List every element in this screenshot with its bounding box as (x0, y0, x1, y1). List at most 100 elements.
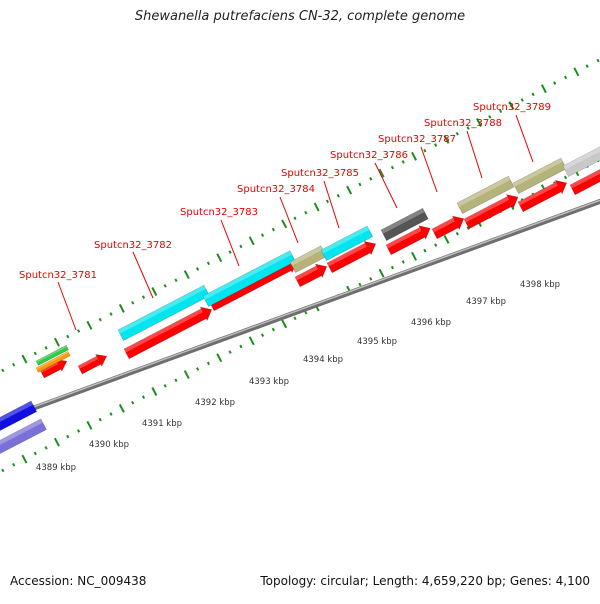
upper-tick-major-tick (248, 236, 255, 246)
upper-tick-minor-tick (531, 92, 535, 97)
lower-tick-minor-tick (239, 344, 243, 349)
upper-tick-minor-tick (260, 233, 265, 237)
feature-green (35, 344, 69, 366)
feature-lightgray (562, 146, 600, 178)
gene-label-6: Sputcn32_3786 (330, 150, 408, 161)
label-leader-9 (515, 114, 534, 163)
label-leader-3 (220, 219, 240, 267)
feature-orange-shade (36, 351, 69, 370)
lower-tick-minor-tick (304, 310, 308, 315)
lower-tick-minor-tick (390, 265, 394, 270)
feature-purple (0, 418, 47, 455)
ruler-label-9: 4397 kbp (466, 297, 506, 307)
upper-tick-minor-tick (206, 261, 211, 266)
feature-green-shade (36, 345, 67, 363)
ruler-label-7: 4395 kbp (357, 337, 397, 347)
lower-tick-minor-tick (12, 462, 16, 467)
genome-backbone (0, 198, 600, 424)
feature-purple-shade (0, 418, 43, 445)
label-leader-7 (420, 146, 438, 193)
upper-tick-major-tick (183, 270, 190, 280)
map-title: Shewanella putrefaciens CN-32, complete … (134, 9, 466, 24)
feature-darkgray (380, 207, 429, 242)
feature-blue (0, 400, 38, 432)
feature-cyan-3 (320, 225, 374, 262)
cds-arrow-7 (385, 225, 431, 256)
upper-tick-minor-tick (369, 177, 373, 181)
lower-tick-minor-tick (174, 378, 178, 383)
ruler-label-2: 4390 kbp (89, 440, 129, 450)
upper-tick-minor-tick (434, 143, 438, 147)
cds-arrow-2-shade (78, 356, 99, 369)
feature-cyan-3-shade (321, 226, 370, 254)
cds-arrow-8 (431, 215, 465, 240)
upper-tick-minor-tick (304, 210, 308, 215)
cds-arrow-5 (294, 263, 328, 288)
gene-label-4: Sputcn32_3784 (237, 184, 315, 195)
upper-tick-major-tick (86, 320, 93, 330)
lower-tick-minor-tick (141, 395, 146, 399)
upper-tick-minor-tick (585, 64, 589, 68)
lower-tick-major-tick (118, 403, 125, 413)
upper-tick-minor-tick (33, 351, 37, 356)
feature-orange (35, 350, 71, 373)
upper-tick-major-tick (346, 185, 353, 195)
cds-arrow-5-shade (295, 265, 319, 281)
upper-tick-minor-tick (239, 244, 243, 249)
label-leader-8 (466, 130, 483, 179)
upper-tick-minor-tick (109, 312, 113, 316)
upper-tick-minor-tick (66, 334, 70, 339)
lower-tick-minor-tick (196, 367, 200, 371)
feature-tracks (0, 146, 600, 455)
lower-tick-minor-tick (131, 400, 135, 405)
lower-tick-minor-tick (369, 277, 373, 281)
lower-tick-major-tick (248, 336, 255, 346)
feature-tan-1-shade (290, 245, 323, 266)
lower-tick-major-tick (281, 319, 288, 329)
upper-tick-minor-tick (401, 160, 405, 164)
lower-tick-minor-tick (163, 384, 167, 388)
feature-tan-2-shade (457, 176, 511, 207)
upper-tick-major-tick (21, 354, 28, 364)
feature-darkgray-shade (381, 208, 425, 234)
feature-cyan-2-shade (203, 250, 292, 300)
upper-tick-minor-tick (499, 109, 503, 114)
upper-tick-minor-tick (520, 98, 524, 102)
upper-tick-minor-tick (336, 193, 340, 198)
upper-tick-minor-tick (1, 368, 5, 373)
label-leaders (57, 114, 534, 331)
feature-tan-2 (456, 175, 515, 215)
lower-tick-minor-tick (466, 226, 470, 230)
upper-tick-major-tick (573, 67, 580, 77)
upper-tick-major-tick (53, 337, 60, 347)
upper-tick-minor-tick (141, 295, 146, 299)
cds-arrow-3-shade (124, 308, 203, 353)
feature-tan-3-shade (513, 158, 563, 187)
cds-arrow-2 (77, 354, 108, 375)
lower-tick-major-tick (411, 251, 418, 261)
cds-arrow-10 (517, 179, 568, 213)
upper-tick-major-tick (540, 84, 547, 94)
lower-tick-major-tick (378, 268, 385, 278)
ruler-label-3: 4391 kbp (142, 419, 182, 429)
accession-text: Accession: NC_009438 (10, 574, 147, 588)
lower-tick-major-tick (86, 420, 93, 430)
cds-arrow-9 (463, 194, 519, 230)
lower-tick-minor-tick (33, 451, 37, 456)
cds-arrow-9-shade (464, 196, 510, 223)
label-leader-2 (132, 251, 154, 299)
cds-arrow-6-shade (327, 243, 367, 267)
upper-tick-major-tick (216, 253, 223, 263)
ruler-label-8: 4396 kbp (411, 318, 451, 328)
upper-tick-minor-tick (12, 362, 16, 367)
upper-tick-major-tick (118, 303, 125, 313)
lower-tick-major-tick (216, 353, 223, 363)
lower-tick-minor-tick (271, 327, 275, 332)
cds-arrow-8-shade (432, 217, 456, 233)
cds-arrow-11 (569, 169, 600, 196)
ruler-label-4: 4392 kbp (195, 398, 235, 408)
upper-tick-minor-tick (44, 346, 48, 350)
backbone (0, 198, 600, 424)
lower-tick-minor-tick (293, 316, 297, 321)
upper-tick-minor-tick (196, 267, 200, 271)
